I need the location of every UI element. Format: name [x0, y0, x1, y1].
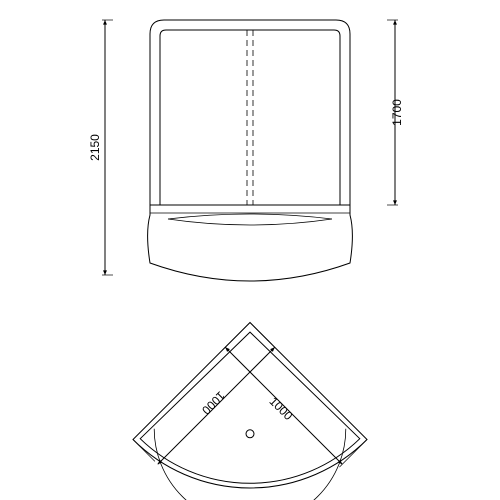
cabin-inner-frame	[160, 30, 340, 205]
tub-outline	[148, 205, 353, 281]
dimension-label: 2150	[88, 134, 102, 161]
drain-icon	[246, 430, 254, 438]
tub-rim	[168, 219, 332, 225]
topview-inner	[140, 332, 360, 483]
top-view: 1000 1000	[133, 323, 367, 500]
dimension-label: 1700	[390, 99, 404, 126]
topview-outer	[133, 323, 367, 488]
dimension-label: 1000	[199, 389, 228, 418]
dimension-label: 1000	[267, 394, 296, 423]
cabin-outer-frame	[150, 20, 350, 205]
front-view: 2150 1700	[88, 20, 404, 281]
